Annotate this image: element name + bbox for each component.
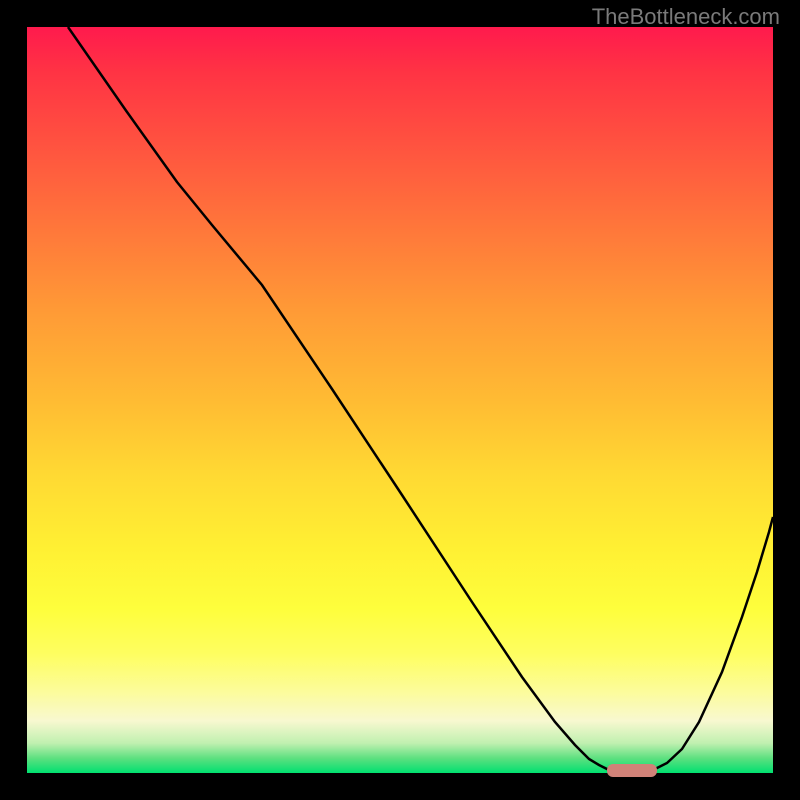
optimum-marker <box>607 764 657 777</box>
chart-plot-area <box>27 27 773 773</box>
watermark-text: TheBottleneck.com <box>592 4 780 30</box>
curve-line <box>27 27 773 773</box>
